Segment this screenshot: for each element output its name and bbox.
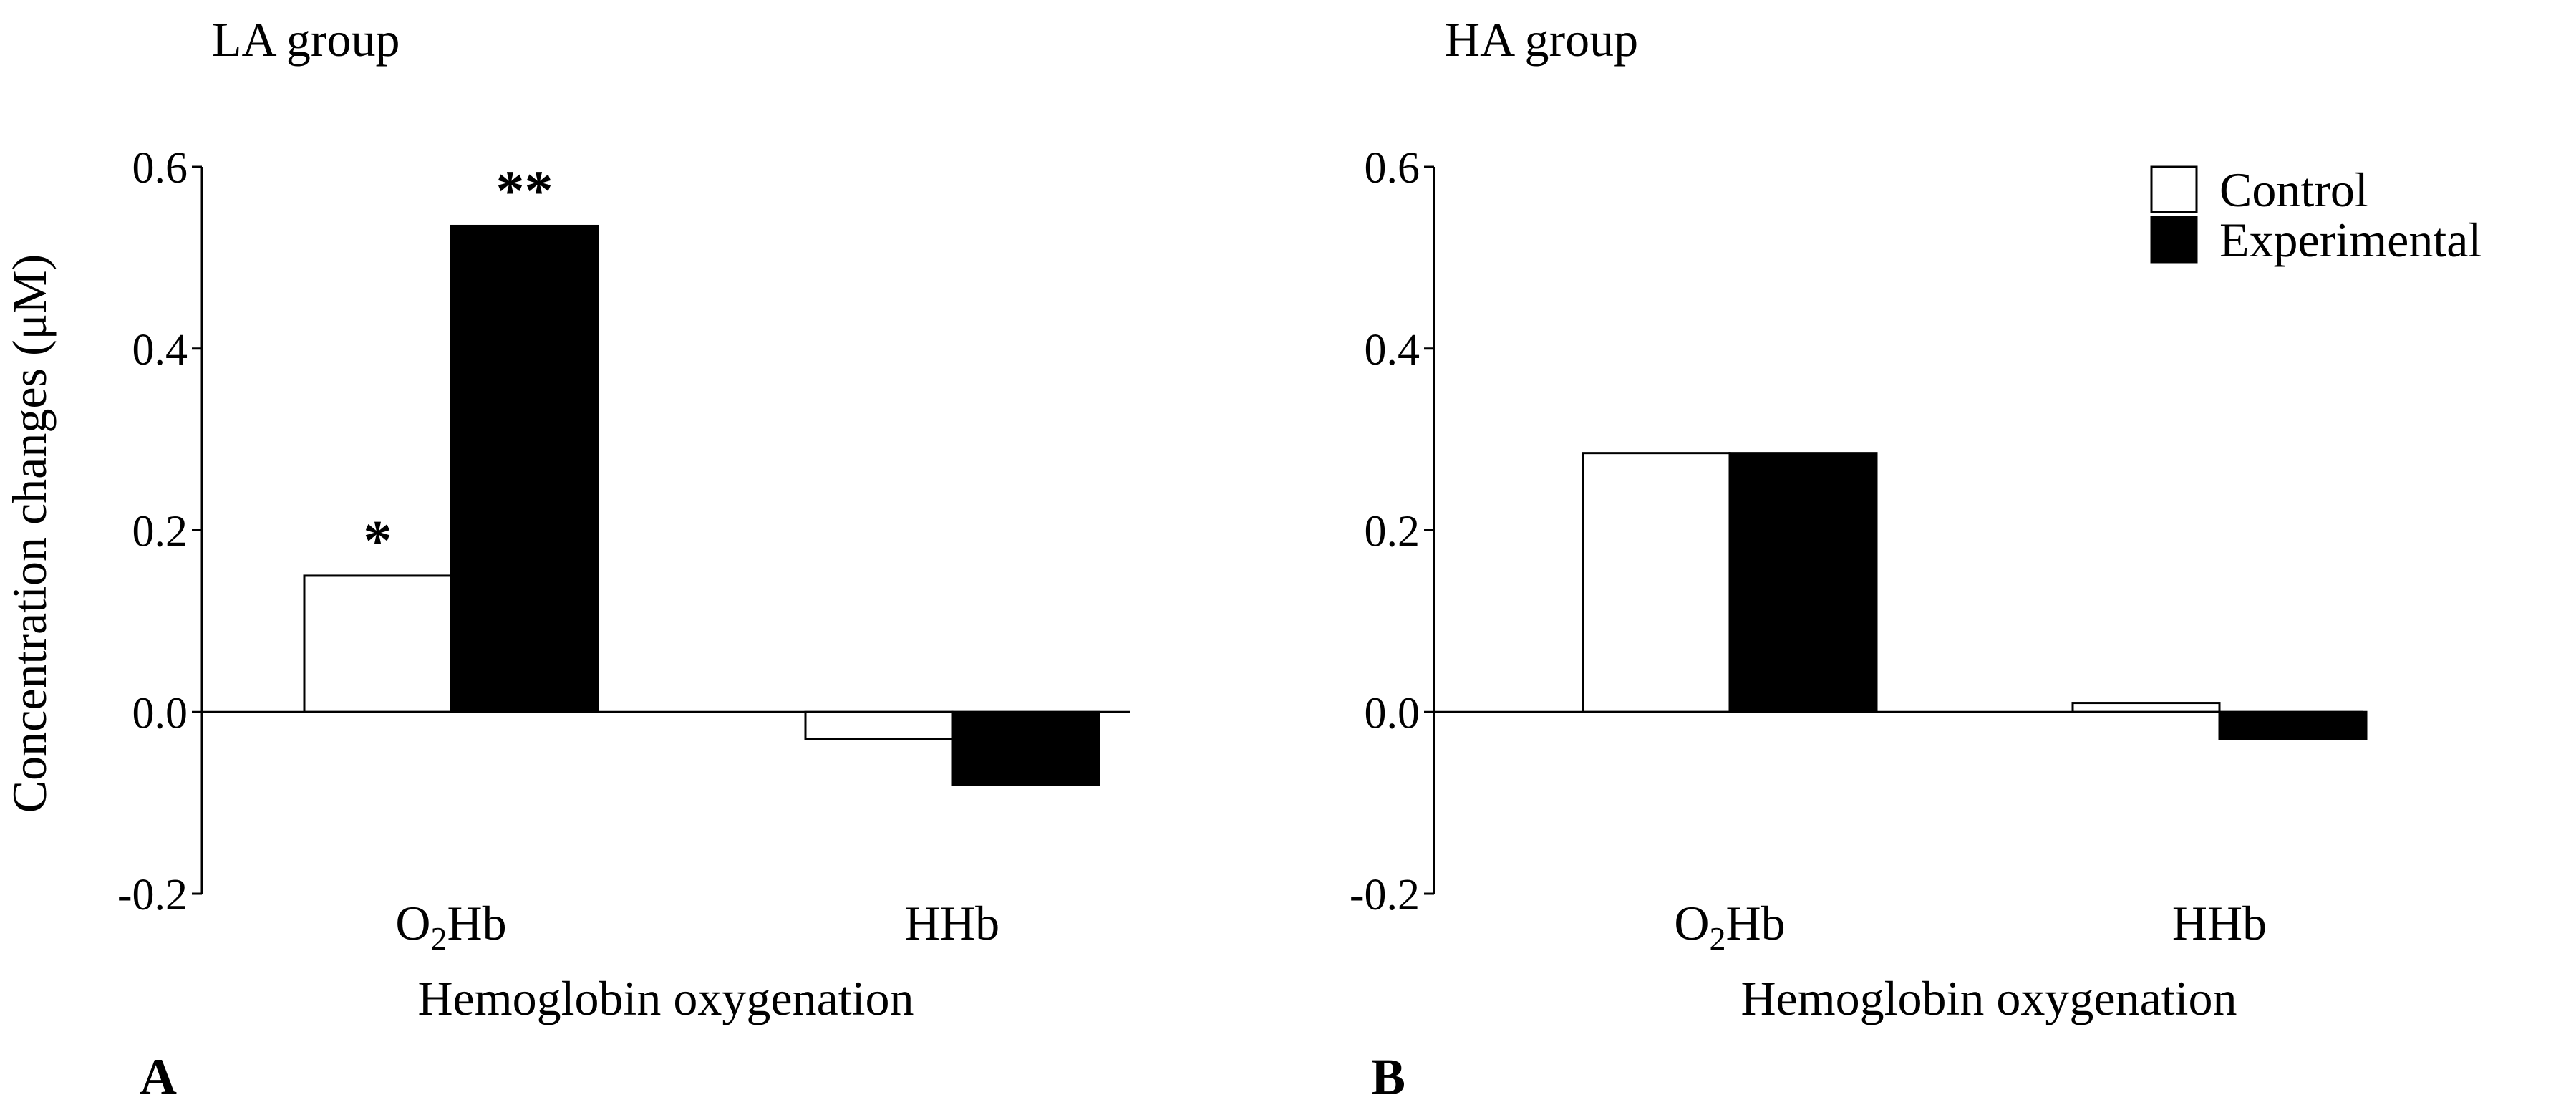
bar-control-hhb xyxy=(804,710,954,740)
bar-experimental-o2hb xyxy=(450,224,599,713)
significance-marker: * xyxy=(364,510,392,573)
x-axis-title: Hemoglobin oxygenation xyxy=(1740,971,2237,1025)
y-tick-label: 0.4 xyxy=(1365,326,1420,375)
y-axis-title: Concentration changes (μM) xyxy=(2,254,57,813)
y-tick-label: 0.0 xyxy=(132,689,188,738)
y-tick-label: 0.4 xyxy=(132,326,188,375)
x-axis-title: Hemoglobin oxygenation xyxy=(417,971,914,1025)
legend-swatch-experimental xyxy=(2150,216,2198,264)
category-label: O2Hb xyxy=(1674,896,1785,957)
category-label: HHb xyxy=(2172,896,2267,950)
y-tick-label: -0.2 xyxy=(117,871,188,919)
panel-a: LA group 0.6 0.4 0.2 0.0 -0.2 O2Hb HHb Hemoglobi… xyxy=(2,12,1130,1106)
panel-label-a: A xyxy=(140,1048,177,1106)
y-tick-label: -0.2 xyxy=(1350,871,1420,919)
panel-title-a: LA group xyxy=(212,12,400,67)
y-tick-label: 0.6 xyxy=(132,144,188,193)
panel-b: HA group 0.6 0.4 0.2 0.0 -0.2 O2Hb HHb Hemoglobi… xyxy=(1350,12,2481,1106)
legend-label-control: Control xyxy=(2219,163,2368,217)
category-label: O2Hb xyxy=(395,896,506,957)
y-tick-label: 0.2 xyxy=(1365,508,1420,556)
bar-experimental-hhb xyxy=(2218,710,2368,740)
category-label: HHb xyxy=(905,896,999,950)
y-tick-label: 0.2 xyxy=(132,508,188,556)
y-tick-label: 0.0 xyxy=(1365,689,1420,738)
bar-experimental-o2hb xyxy=(1728,452,1878,713)
bar-control-hhb xyxy=(2071,702,2221,713)
legend-label-experimental: Experimental xyxy=(2219,213,2481,267)
bar-control-o2hb xyxy=(1582,452,1731,713)
y-tick-label: 0.6 xyxy=(1365,144,1420,193)
bar-experimental-hhb xyxy=(951,710,1100,786)
significance-marker: ** xyxy=(496,160,553,223)
legend-swatch-control xyxy=(2150,165,2198,213)
panel-label-b: B xyxy=(1371,1048,1405,1106)
bar-control-o2hb xyxy=(303,574,452,713)
panel-title-b: HA group xyxy=(1445,12,1638,67)
